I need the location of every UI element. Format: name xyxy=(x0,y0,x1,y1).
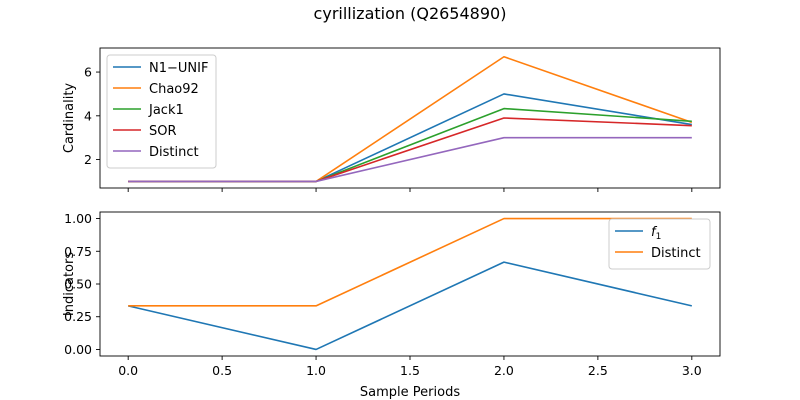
y-axis-label: Indicators xyxy=(62,252,77,316)
cardinality-panel: 2 4 6 Cardinality N1−UNIF Chao92 Jack1 SOR Disti… xyxy=(62,47,721,192)
legend-item: Distinct xyxy=(113,145,199,160)
x-axis-label: Sample Periods xyxy=(360,385,460,400)
legend-item: SOR xyxy=(113,124,177,139)
x-tick-label: 1.5 xyxy=(400,363,420,378)
y-tick-label: 0.75 xyxy=(64,244,92,259)
x-tick-label: 1.0 xyxy=(306,363,326,378)
legend-box xyxy=(106,54,217,169)
legend-item: N1−UNIF xyxy=(113,61,208,76)
legend-item: f1 xyxy=(615,225,661,242)
legend-item: Jack1 xyxy=(113,103,184,118)
x-tick-label: 3.0 xyxy=(682,363,702,378)
y-tick-label: 1.00 xyxy=(64,211,92,226)
legend-label: Distinct xyxy=(651,246,701,261)
legend: f1 Distinct xyxy=(608,218,711,270)
y-tick-label: 6 xyxy=(84,65,92,80)
x-tick-label: 2.0 xyxy=(494,363,514,378)
y-tick-label: 0.00 xyxy=(64,342,92,357)
x-tick-label: 0.5 xyxy=(212,363,232,378)
series-line-distinct xyxy=(128,217,692,307)
legend-label: SOR xyxy=(149,124,177,139)
y-tick-label: 4 xyxy=(84,108,92,123)
legend-label: N1−UNIF xyxy=(149,61,208,76)
x-tick-label: 2.5 xyxy=(588,363,608,378)
series-line-distinct xyxy=(128,136,692,183)
y-tick-label: 0.25 xyxy=(64,309,92,324)
series-line-f1 xyxy=(127,261,693,351)
chart-title: cyrillization (Q2654890) xyxy=(314,4,507,23)
indicators-panel: 0.00 0.25 0.50 0.75 1.00 0.0 0.5 1.0 1.5 2.0 2.5 3.… xyxy=(62,211,721,378)
y-tick-label: 0.50 xyxy=(64,277,92,292)
legend-label: Jack1 xyxy=(148,103,184,118)
legend-item: Chao92 xyxy=(113,82,199,97)
legend-label: Distinct xyxy=(149,145,199,160)
legend-label: Chao92 xyxy=(149,82,199,97)
x-tick-label: 0.0 xyxy=(118,363,138,378)
legend-box xyxy=(608,218,711,270)
y-axis-label: Cardinality xyxy=(62,83,77,154)
legend: N1−UNIF Chao92 Jack1 SOR Distinct xyxy=(106,54,217,169)
legend-item: Distinct xyxy=(615,246,701,261)
legend-label: f1 xyxy=(651,225,661,242)
y-tick-label: 2 xyxy=(84,152,92,167)
